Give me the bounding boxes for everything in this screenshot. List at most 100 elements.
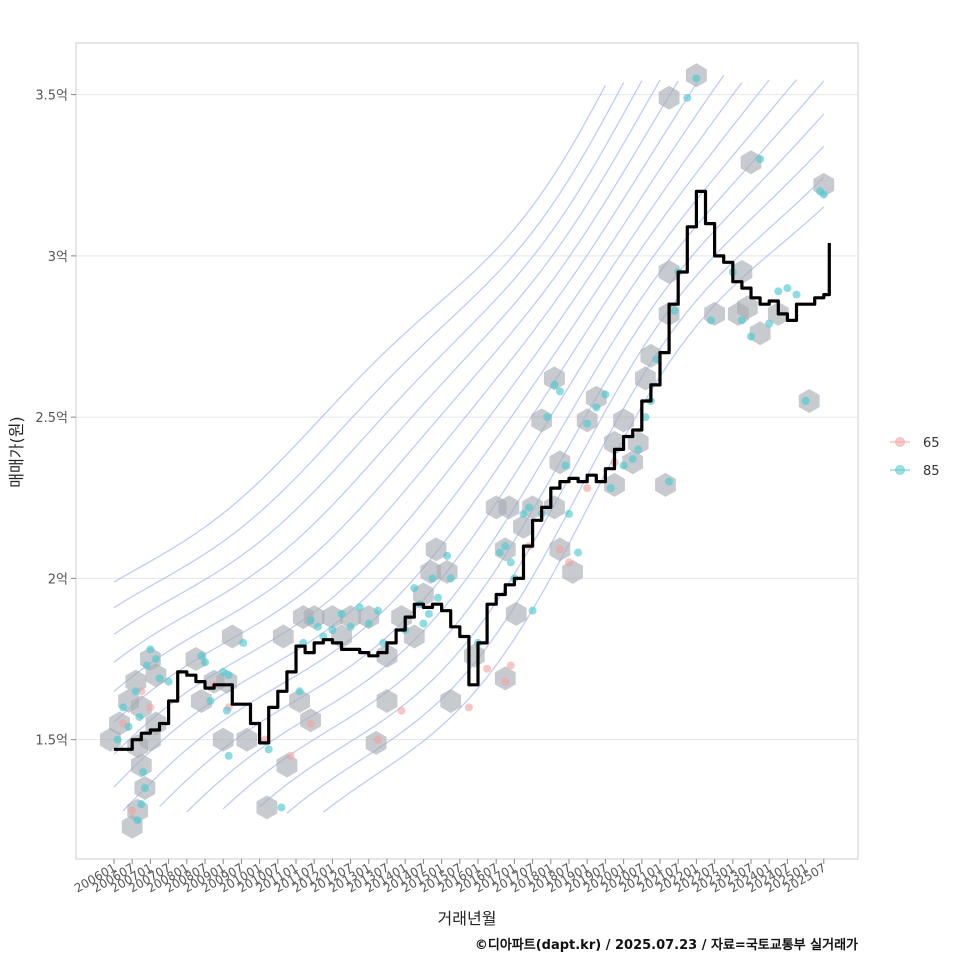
density-contour [122,79,770,812]
point-85 [550,380,559,389]
hex-bin [191,689,212,713]
point-65 [483,664,492,673]
point-85 [574,548,583,557]
legend-label-65: 65 [923,436,940,451]
x-axis-ticks: 2006012006072007012007072008012008072009… [72,859,828,896]
point-85 [222,706,231,715]
hex-bin [272,624,294,649]
point-85 [164,677,173,686]
hex-bin [376,689,398,713]
point-85 [224,671,233,680]
point-85 [774,287,783,296]
point-85 [561,461,570,470]
hex-bin [440,689,462,713]
point-85 [419,619,428,628]
hex-bin [256,795,278,820]
legend-key-85 [895,465,905,475]
hex-bin [425,537,447,562]
point-85 [139,767,148,776]
point-85 [373,606,382,615]
hex-bin [513,514,534,539]
density-contour [259,145,825,808]
point-85 [140,784,149,793]
point-85 [670,306,679,315]
point-85 [519,509,528,518]
point-65 [146,703,155,712]
point-85 [783,284,792,293]
point-65 [373,735,382,744]
legend-key-65 [895,437,905,447]
point-65 [128,806,137,815]
point-85 [113,735,122,744]
point-85 [428,574,437,583]
point-85 [528,606,537,615]
density-contour [113,83,697,723]
hex-bin [276,753,298,778]
point-85 [137,800,146,809]
point-85 [543,413,552,422]
density-contour [113,82,625,609]
point-65 [555,545,564,554]
point-85 [765,319,774,328]
point-85 [619,461,628,470]
point-85 [239,638,248,647]
point-85 [501,542,510,551]
point-85 [446,574,455,583]
point-85 [692,74,701,83]
point-65 [501,677,510,686]
point-85 [346,622,355,631]
hex-bin [731,260,753,284]
hex-bin [376,643,398,668]
y-tick-label: 2.5억 [35,411,68,426]
point-85 [155,674,164,683]
point-85 [737,316,746,325]
hex-bin [100,727,121,752]
point-85 [592,403,601,412]
point-85 [706,316,715,325]
x-axis-title: 거래년월 [438,909,497,928]
point-85 [756,155,765,164]
point-85 [197,651,206,660]
point-85 [433,593,442,602]
point-85 [306,616,315,625]
point-85 [555,387,564,396]
point-65 [565,558,573,567]
hex-bin [130,695,152,720]
hex-bin [322,605,343,630]
hex-bin [658,260,680,284]
point-85 [142,661,151,670]
hex-bin [498,495,520,520]
legend: 65 85 [890,436,940,479]
point-85 [119,703,128,712]
point-85 [424,609,433,618]
hex-bin [221,624,243,649]
points-65 [119,458,619,815]
hexbin-layer [100,63,835,839]
point-85 [151,655,160,664]
hex-bin [340,605,361,630]
point-85 [683,93,692,102]
density-contour [159,79,797,808]
point-65 [583,484,592,493]
legend-item-65[interactable]: 65 [890,436,940,451]
hex-bin [236,727,258,752]
trend-line [114,189,831,751]
density-contour [113,80,643,635]
point-85 [641,413,650,422]
point-65 [306,719,315,728]
point-85 [634,445,643,454]
hex-bin [585,385,607,410]
point-65 [464,703,473,712]
hex-bin [505,601,527,626]
legend-label-85: 85 [923,464,940,479]
legend-item-85[interactable]: 85 [890,464,940,479]
point-85 [364,619,373,628]
point-85 [124,722,133,731]
point-85 [224,751,233,760]
point-85 [747,332,755,341]
point-85 [524,503,533,512]
point-85 [264,745,273,754]
point-85 [792,290,801,299]
point-85 [443,551,452,560]
